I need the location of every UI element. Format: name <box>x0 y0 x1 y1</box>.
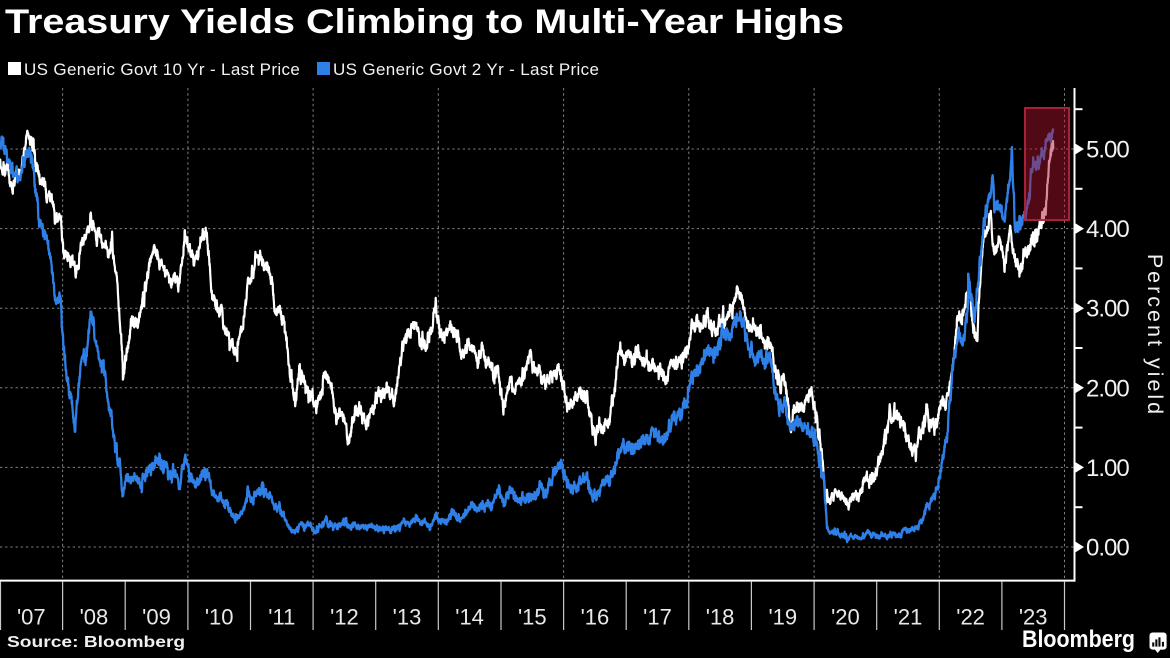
svg-text:'21: '21 <box>894 605 923 630</box>
svg-text:Percent yield: Percent yield <box>1143 254 1167 417</box>
svg-text:5.00: 5.00 <box>1086 137 1129 164</box>
svg-text:3.00: 3.00 <box>1086 296 1129 323</box>
svg-text:'19: '19 <box>768 605 797 630</box>
svg-text:'13: '13 <box>393 605 422 630</box>
svg-text:'10: '10 <box>205 605 234 630</box>
svg-text:'12: '12 <box>330 605 359 630</box>
svg-text:'14: '14 <box>455 605 484 630</box>
svg-text:1.00: 1.00 <box>1086 455 1129 482</box>
svg-text:'18: '18 <box>706 605 735 630</box>
svg-text:'22: '22 <box>956 605 985 630</box>
svg-text:'16: '16 <box>581 605 610 630</box>
svg-text:'23: '23 <box>1019 605 1048 630</box>
svg-text:'08: '08 <box>80 605 109 630</box>
svg-text:'09: '09 <box>142 605 171 630</box>
svg-text:'07: '07 <box>17 605 46 630</box>
svg-text:'17: '17 <box>643 605 672 630</box>
svg-text:'11: '11 <box>268 605 295 630</box>
svg-text:'15: '15 <box>518 605 547 630</box>
svg-text:4.00: 4.00 <box>1086 216 1129 243</box>
svg-text:'20: '20 <box>831 605 860 630</box>
svg-text:2.00: 2.00 <box>1086 375 1129 402</box>
svg-text:0.00: 0.00 <box>1086 535 1129 562</box>
